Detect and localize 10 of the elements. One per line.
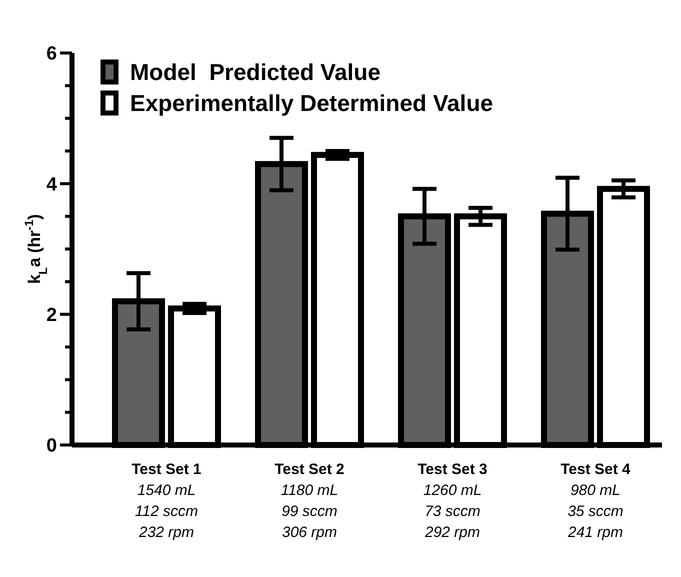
y-tick-label: 0 <box>46 436 57 457</box>
x-tick-label: Test Set 2 1180 mL 99 sccm 306 rpm <box>274 461 344 541</box>
y-tick-label: 4 <box>46 174 58 196</box>
y-tick-label: 2 <box>46 304 57 326</box>
legend-label: Experimentally Determined Value <box>130 90 494 116</box>
y-tick-label: 6 <box>46 44 57 65</box>
x-tick-label: Test Set 4 980 mL 35 sccm 241 rpm <box>560 461 632 541</box>
x-tick-label: Test Set 3 1260 mL 73 sccm 292 rpm <box>418 461 488 541</box>
x-tick-label: Test Set 1 1540 mL 112 sccm 232 rpm <box>132 461 202 541</box>
legend-label: Model Predicted Value <box>130 59 381 86</box>
